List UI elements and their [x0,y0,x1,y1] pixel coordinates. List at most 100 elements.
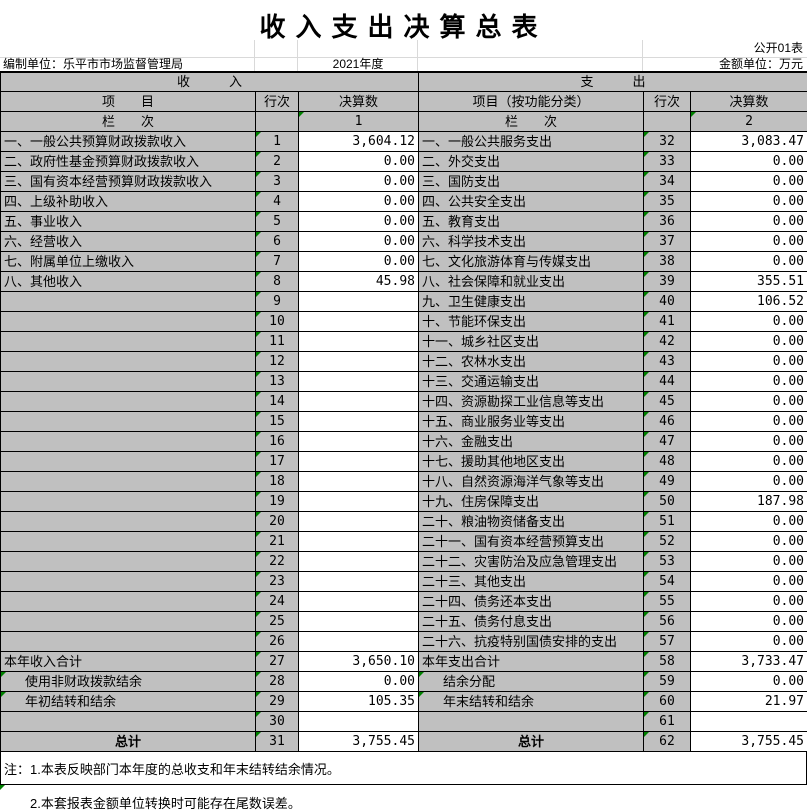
income-row-label: 本年收入合计 [1,652,256,672]
expense-row-number: 46 [644,412,691,432]
expense-row-label: 十二、农林水支出 [419,352,644,372]
income-row-number: 23 [256,572,299,592]
sheet-label: 公开01表 [753,41,803,55]
income-row-label [1,492,256,512]
income-row-number: 22 [256,552,299,572]
income-row-label: 二、政府性基金预算财政拨款收入 [1,152,256,172]
expense-row-number: 36 [644,212,691,232]
expense-row-value: 0.00 [691,512,807,532]
expense-row-value: 0.00 [691,612,807,632]
expense-row-number: 42 [644,332,691,352]
income-row-label [1,292,256,312]
income-section: 收 入 项 目 行次 决算数 栏 次 1 一、一般公共预算财政拨款收入 1 3,… [1,73,419,752]
expense-row-number: 45 [644,392,691,412]
expense-column-row-blank [644,112,691,132]
expense-section: 支 出 项目（按功能分类） 行次 决算数 栏 次 2 一、一般公共服务支出 32… [419,73,807,752]
expense-row-value: 0.00 [691,592,807,612]
income-row-value [299,472,419,492]
income-row-value [299,372,419,392]
income-row-label: 三、国有资本经营预算财政拨款收入 [1,172,256,192]
income-row-value: 105.35 [299,692,419,712]
note-line-2: 2.本套报表金额单位转换时可能存在尾数误差。 [0,785,807,811]
income-row-label [1,392,256,412]
expense-row-label: 八、社会保障和就业支出 [419,272,644,292]
income-row-value [299,532,419,552]
expense-row-label: 本年支出合计 [419,652,644,672]
expense-row-label: 十七、援助其他地区支出 [419,452,644,472]
expense-row-value: 0.00 [691,252,807,272]
expense-row-label: 二十六、抗疫特别国债安排的支出 [419,632,644,652]
income-row-label [1,612,256,632]
income-column-row-label: 栏 次 [1,112,256,132]
expense-row-value: 0.00 [691,632,807,652]
income-row-value [299,612,419,632]
income-row-value: 3,650.10 [299,652,419,672]
income-row-number: 16 [256,432,299,452]
income-row-number: 21 [256,532,299,552]
fiscal-year: 2021年度 [332,57,384,71]
prepared-by: 编制单位：乐平市市场监督管理局 [3,57,184,71]
expense-row-number: 37 [644,232,691,252]
income-row-label [1,532,256,552]
income-row-label [1,512,256,532]
expense-row-label: 十三、交通运输支出 [419,372,644,392]
expense-row-label: 七、文化旅游体育与传媒支出 [419,252,644,272]
expense-row-number: 60 [644,692,691,712]
expense-amount-header: 决算数 [691,92,807,112]
expense-row-label: 二十四、债务还本支出 [419,592,644,612]
income-row-label: 使用非财政拨款结余 [1,672,256,692]
expense-row-label: 十九、住房保障支出 [419,492,644,512]
expense-row-value: 0.00 [691,472,807,492]
income-row-number: 18 [256,472,299,492]
income-row-value [299,632,419,652]
expense-row-number: 49 [644,472,691,492]
expense-row-value: 0.00 [691,332,807,352]
income-row-value [299,292,419,312]
income-row-label: 八、其他收入 [1,272,256,292]
expense-row-label: 二十一、国有资本经营预算支出 [419,532,644,552]
expense-row-value: 3,083.47 [691,132,807,152]
income-row-number: 25 [256,612,299,632]
income-row-value [299,312,419,332]
expense-row-label: 总计 [419,732,644,752]
expense-row-label: 结余分配 [419,672,644,692]
expense-row-value: 21.97 [691,692,807,712]
income-row-number: 11 [256,332,299,352]
income-row-number: 3 [256,172,299,192]
expense-row-number: 35 [644,192,691,212]
expense-row-value: 187.98 [691,492,807,512]
income-row-label [1,552,256,572]
expense-row-value: 0.00 [691,312,807,332]
income-column-row-blank [256,112,299,132]
expense-row-value: 0.00 [691,172,807,192]
income-row-number: 29 [256,692,299,712]
accounts-table: 收 入 项 目 行次 决算数 栏 次 1 一、一般公共预算财政拨款收入 1 3,… [0,71,807,752]
expense-row-number: 33 [644,152,691,172]
income-row-label: 七、附属单位上缴收入 [1,252,256,272]
income-row-value: 3,604.12 [299,132,419,152]
income-row-number: 31 [256,732,299,752]
expense-row-number: 43 [644,352,691,372]
expense-row-label: 九、卫生健康支出 [419,292,644,312]
income-row-number: 28 [256,672,299,692]
expense-row-label [419,712,644,732]
income-row-value [299,412,419,432]
expense-row-label: 三、国防支出 [419,172,644,192]
income-row-label: 四、上级补助收入 [1,192,256,212]
income-banner: 收 入 [1,73,419,92]
income-row-number: 27 [256,652,299,672]
expense-row-value: 3,755.45 [691,732,807,752]
income-column-number: 1 [299,112,419,132]
expense-row-value: 0.00 [691,392,807,412]
expense-row-value: 0.00 [691,352,807,372]
income-row-number: 14 [256,392,299,412]
income-rowno-header: 行次 [256,92,299,112]
expense-row-number: 40 [644,292,691,312]
income-row-number: 30 [256,712,299,732]
expense-row-number: 48 [644,452,691,472]
expense-row-value: 3,733.47 [691,652,807,672]
expense-banner: 支 出 [419,73,807,92]
income-row-value: 0.00 [299,672,419,692]
expense-row-value: 0.00 [691,192,807,212]
